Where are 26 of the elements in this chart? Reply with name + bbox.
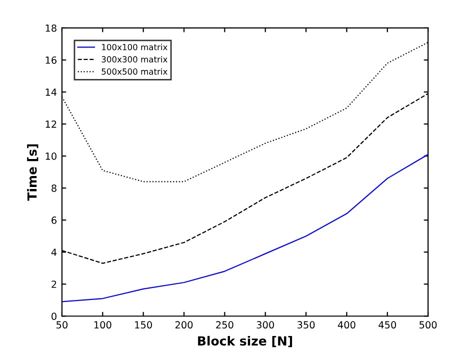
- x-tick-label: 300: [256, 321, 274, 329]
- legend-label: 500x500 matrix: [102, 68, 168, 75]
- legend-label: 100x100 matrix: [102, 44, 168, 50]
- x-tick-label: 450: [378, 321, 396, 329]
- y-tick-label: 4: [51, 248, 57, 256]
- y-axis-title: Time [s]: [27, 144, 38, 201]
- y-tick-label: 16: [46, 56, 56, 64]
- x-tick-label: 100: [94, 321, 112, 329]
- x-tick-label: 200: [175, 321, 193, 329]
- y-tick-label: 0: [52, 312, 56, 320]
- x-tick-label: 250: [216, 321, 234, 329]
- x-axis-title: Block size [N]: [198, 336, 292, 348]
- line-series: [62, 154, 428, 302]
- x-tick-label: 400: [338, 321, 356, 329]
- y-tick-label: 6: [52, 216, 56, 224]
- x-tick-label: 150: [135, 321, 152, 329]
- y-tick-label: 12: [46, 120, 56, 128]
- y-tick-label: 8: [52, 184, 56, 192]
- y-tick-label: 2: [52, 280, 56, 288]
- x-tick-label: 350: [297, 321, 315, 329]
- y-tick-label: 10: [46, 152, 56, 160]
- y-tick-label: 14: [46, 88, 57, 96]
- x-tick-label: 500: [420, 321, 437, 329]
- y-tick-label: 18: [46, 24, 56, 32]
- x-tick-label: 50: [56, 321, 68, 329]
- legend-label: 300x300 matrix: [102, 56, 168, 62]
